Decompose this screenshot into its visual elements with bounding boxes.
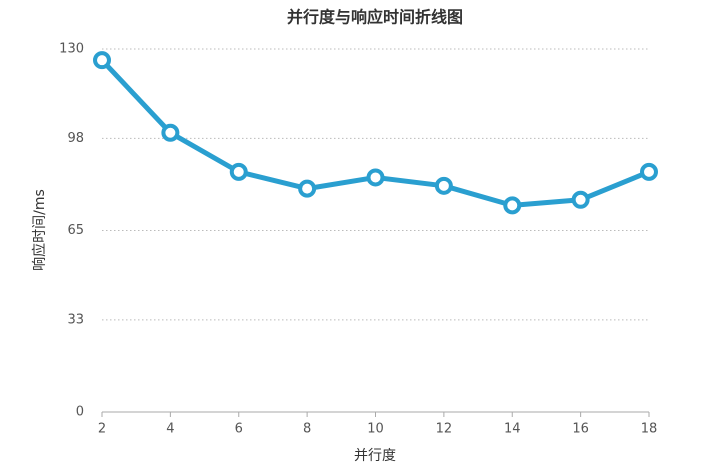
x-tick-label: 12: [436, 422, 453, 437]
data-point: [640, 162, 658, 181]
data-point: [434, 176, 453, 195]
x-tick-label: 18: [641, 422, 658, 437]
y-tick-label: 130: [59, 42, 84, 57]
x-tick-label: 4: [166, 422, 174, 437]
data-point: [298, 179, 317, 198]
chart-title: 并行度与响应时间折线图: [287, 8, 463, 27]
y-tick-label: 98: [67, 131, 84, 146]
data-point: [366, 168, 385, 187]
data-point: [503, 196, 522, 215]
x-tick-label: 14: [504, 422, 521, 437]
data-point: [93, 51, 111, 70]
x-axis-label: 并行度: [354, 448, 396, 464]
x-tick-label: 2: [98, 422, 106, 437]
y-tick-label: 65: [67, 223, 84, 238]
x-tick-label: 10: [367, 422, 384, 437]
data-point: [229, 162, 248, 181]
y-axis-label: 响应时间/ms: [31, 189, 48, 271]
x-tick-label: 16: [572, 422, 589, 437]
y-tick-label: 33: [67, 312, 84, 327]
x-tick-label: 8: [303, 422, 311, 437]
data-point: [571, 190, 590, 209]
data-point: [161, 123, 180, 142]
x-tick-label: 6: [235, 422, 243, 437]
y-tick-label: 0: [76, 405, 84, 420]
